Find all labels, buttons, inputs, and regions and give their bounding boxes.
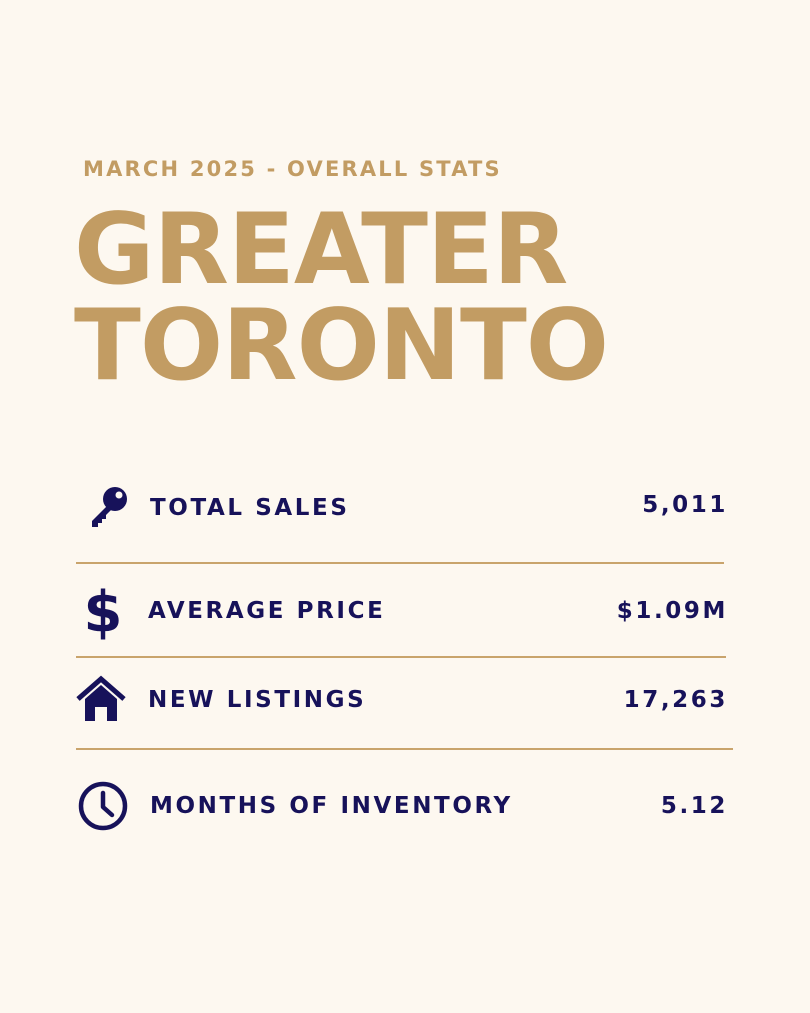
clock-icon: [76, 779, 130, 833]
stat-row-months-of-inventory: MONTHS OF INVENTORY 5.12: [76, 776, 728, 836]
page-title: GREATER TORONTO: [74, 193, 609, 403]
house-icon: [74, 673, 128, 727]
title-line-2: TORONTO: [74, 289, 609, 403]
divider: [76, 562, 724, 564]
stat-row-average-price: $ AVERAGE PRICE $1.09M: [76, 581, 728, 641]
stat-value-total-sales: 5,011: [642, 491, 728, 518]
divider: [76, 656, 726, 658]
stat-label-new-listings: NEW LISTINGS: [148, 687, 367, 713]
svg-text:$: $: [84, 581, 123, 641]
stat-row-total-sales: TOTAL SALES 5,011: [76, 478, 728, 538]
stat-label-average-price: AVERAGE PRICE: [148, 598, 386, 624]
subtitle: MARCH 2025 - OVERALL STATS: [83, 157, 502, 181]
stat-value-new-listings: 17,263: [623, 687, 728, 713]
stat-row-new-listings: NEW LISTINGS 17,263: [76, 670, 728, 730]
stat-value-average-price: $1.09M: [616, 598, 728, 624]
dollar-icon: $: [76, 581, 130, 641]
stat-value-months-of-inventory: 5.12: [660, 793, 728, 819]
stat-label-months-of-inventory: MONTHS OF INVENTORY: [150, 793, 513, 819]
key-icon: [82, 481, 136, 535]
title-line-1: GREATER: [74, 193, 568, 307]
stat-label-total-sales: TOTAL SALES: [150, 495, 350, 521]
divider: [76, 748, 733, 750]
